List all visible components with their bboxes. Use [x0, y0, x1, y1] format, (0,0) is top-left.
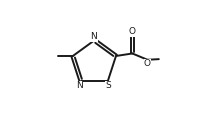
Text: O: O — [144, 59, 151, 68]
Text: S: S — [106, 81, 112, 90]
Text: N: N — [90, 32, 97, 41]
Text: N: N — [76, 81, 83, 90]
Text: O: O — [129, 27, 136, 36]
